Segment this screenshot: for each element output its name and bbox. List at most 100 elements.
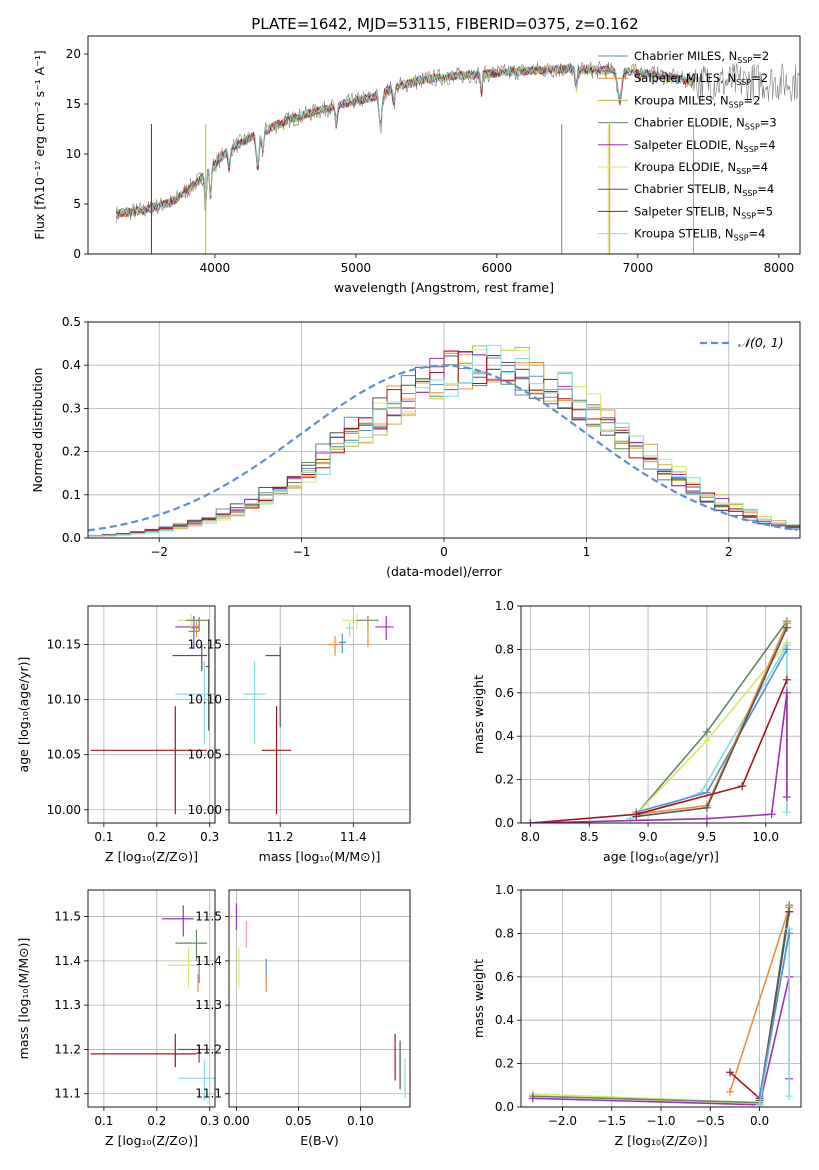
errorbar-point-salpeter-stelib	[90, 1033, 197, 1068]
residual-legend: 𝒩(0, 1)	[700, 335, 784, 350]
weight-line	[530, 679, 788, 823]
panel-residuals: −2 −1 0 1 2 0.0 0.1 0.2 0.3 0.4 0.5 (data-model)/er…	[30, 315, 801, 579]
legend-count: =3	[760, 116, 777, 130]
y-tick-label: 10	[66, 147, 81, 161]
weight-series-salpeter-miles	[726, 903, 794, 1096]
axes-frame	[87, 35, 801, 255]
legend-label: Salpeter STELIB, N	[634, 204, 741, 218]
spectrum-model-chabrier-stelib	[115, 63, 694, 217]
errorbar-point-chabrier-miles	[188, 620, 200, 645]
errorbar-point-chabrier-stelib	[177, 1045, 210, 1063]
errorbar-point-kroupa-stelib	[177, 1060, 215, 1101]
y-tick-label: 11.1	[54, 1087, 81, 1101]
legend-label: Chabrier MILES, N	[634, 49, 737, 63]
x-tick-label: 0.00	[223, 1114, 250, 1128]
x-axis-label: Z [log₁₀(Z/Z⊙)]	[105, 1133, 198, 1148]
x-tick-label: 1	[583, 545, 591, 559]
legend-label: Salpeter MILES, N	[634, 71, 736, 85]
y-tick-label: 0.8	[495, 642, 514, 656]
errorbar-point-kroupa-elodie	[342, 613, 372, 630]
weight-series-chabrier-elodie	[632, 617, 791, 819]
plot-area-mass-weight-vs-Z	[528, 901, 794, 1107]
legend-subscript: SSP	[737, 56, 752, 65]
legend-subscript: SSP	[736, 78, 751, 87]
x-tick-label: 0.2	[147, 1114, 166, 1128]
y-tick-label: 0.8	[495, 926, 514, 940]
y-tick-label: 11.3	[195, 998, 222, 1012]
y-tick-label: 15	[66, 97, 81, 111]
y-tick-label: 11.5	[195, 910, 222, 924]
axes-frame	[520, 605, 802, 824]
axes-frame	[87, 605, 216, 824]
plot-area-mass-weight-vs-age	[526, 617, 791, 823]
x-tick-label: 8.0	[521, 830, 540, 844]
x-tick-label: 0.10	[347, 1114, 374, 1128]
errorbar-point-chabrier-stelib	[206, 619, 210, 731]
y-tick-label: 5	[73, 197, 81, 211]
axes-frame	[228, 605, 411, 824]
y-tick-label: 11.1	[195, 1087, 222, 1101]
y-tick-label: 10.00	[188, 803, 222, 817]
errorbar-point-chabrier-stelib	[172, 644, 208, 671]
legend-entry-chabrier-miles: Chabrier MILES, NSSP=2	[634, 49, 769, 65]
panel-spectrum: 4000 5000 6000 7000 8000 0 5 10 15 20 wavelength […	[32, 35, 801, 295]
legend-label: Kroupa ELODIE, N	[634, 160, 736, 174]
x-axis-label: mass [log₁₀(M/M⊙)]	[259, 849, 381, 864]
weight-series-chabrier-miles	[755, 929, 794, 1101]
errorbar-point-salpeter-elodie	[375, 615, 394, 641]
x-tick-label: 0.3	[200, 1114, 219, 1128]
legend-entry-salpeter-miles: Salpeter MILES, NSSP=2	[634, 71, 768, 87]
legend-label: Kroupa MILES, N	[634, 93, 729, 107]
weight-series-salpeter-stelib	[526, 675, 791, 823]
legend-count: =2	[751, 71, 768, 85]
errorbar-point-kroupa-stelib	[346, 622, 354, 637]
legend-entry-kroupa-elodie: Kroupa ELODIE, NSSP=4	[634, 160, 768, 176]
errorbar-point-chabrier-elodie	[175, 929, 208, 961]
x-tick-label: −1.5	[597, 1114, 626, 1128]
legend-subscript: SSP	[744, 145, 759, 154]
panel-age-vs-mass: 11.2 11.4 10.00 10.05 10.10 10.15 mass [log₁₀(…	[188, 605, 411, 864]
y-tick-label: 20	[66, 47, 81, 61]
legend-entry-kroupa-stelib: Kroupa STELIB, NSSP=4	[634, 227, 765, 243]
legend-count: =4	[759, 138, 776, 152]
x-tick-label: −2	[150, 545, 168, 559]
x-axis-label: (data-model)/error	[386, 564, 503, 579]
residual-histogram-salpeter-stelib	[88, 350, 800, 537]
panel-age-vs-Z: 0.1 0.2 0.3 10.00 10.05 10.10 10.15 Z [log₁₀(Z/…	[16, 605, 219, 864]
x-tick-label: 11.2	[267, 830, 294, 844]
y-tick-label: 0.0	[62, 531, 81, 545]
legend-subscript: SSP	[741, 211, 756, 220]
x-tick-label: 0	[440, 545, 448, 559]
y-tick-label: 0.2	[495, 773, 514, 787]
legend-entry-salpeter-stelib: Salpeter STELIB, NSSP=5	[634, 204, 773, 220]
legend-entry-chabrier-elodie: Chabrier ELODIE, NSSP=3	[634, 116, 777, 132]
errorbar-point-kroupa-stelib	[243, 661, 266, 744]
x-axis-label: Z [log₁₀(Z/Z⊙)]	[105, 849, 198, 864]
x-tick-label: 0.0	[750, 1114, 769, 1128]
x-tick-label: 6000	[482, 261, 513, 275]
errorbar-point-kroupa-elodie	[167, 947, 200, 988]
panel-mass-weight-vs-age: 8.0 8.5 9.0 9.5 10.0 0.0 0.2 0.4 0.6 0.8 1.0 age [l…	[471, 599, 802, 864]
x-tick-label: −0.5	[696, 1114, 725, 1128]
y-tick-label: 0.5	[62, 315, 81, 329]
errorbar-point-salpeter-miles	[191, 621, 200, 637]
x-tick-label: 11.4	[340, 830, 367, 844]
x-tick-label: −1.0	[646, 1114, 675, 1128]
x-tick-label: −2.0	[548, 1114, 577, 1128]
legend-count: =2	[752, 49, 769, 63]
figure-title: PLATE=1642, MJD=53115, FIBERID=0375, z=0…	[251, 15, 638, 33]
errorbar-point-salpeter-miles	[327, 635, 343, 656]
x-axis-label: age [log₁₀(age/yr)]	[603, 849, 719, 864]
legend-label: Salpeter ELODIE, N	[634, 138, 744, 152]
legend-count: =2	[744, 93, 761, 107]
y-tick-label: 10.10	[47, 693, 81, 707]
x-axis-label: wavelength [Angstrom, rest frame]	[334, 280, 554, 295]
legend-entry-gaussian: 𝒩(0, 1)	[738, 335, 784, 350]
y-tick-label: 10.15	[47, 638, 81, 652]
axes-frame	[228, 889, 411, 1108]
spectrum-model-salpeter-stelib	[115, 64, 695, 219]
errorbar-point-salpeter-elodie	[162, 905, 194, 937]
y-tick-label: 11.2	[195, 1042, 222, 1056]
